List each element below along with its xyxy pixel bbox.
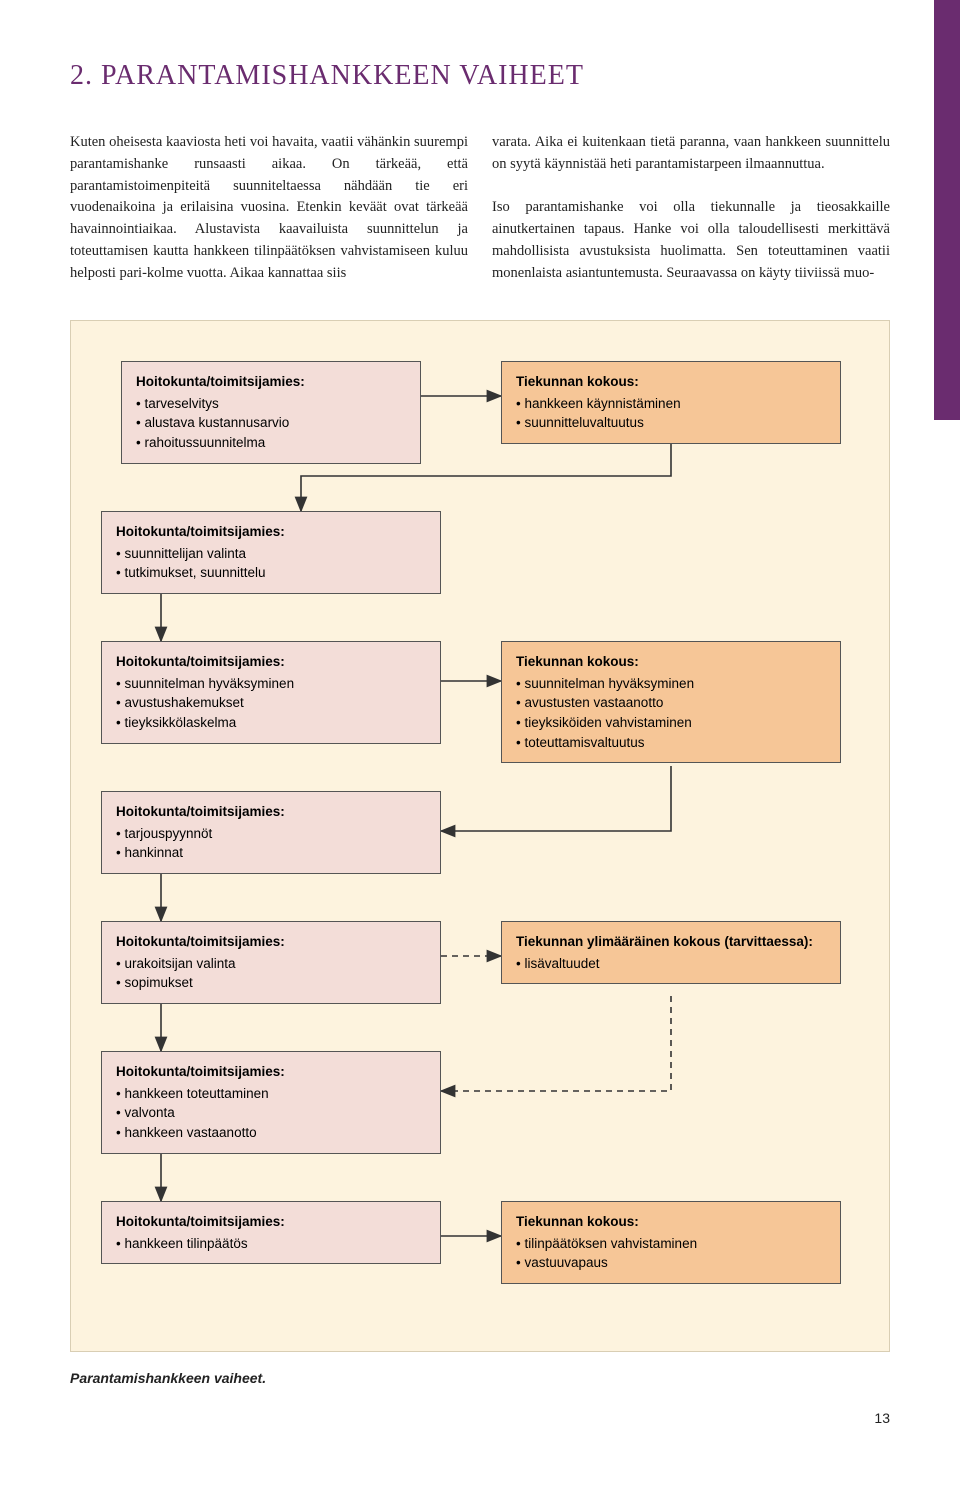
flow-node-items: suunnitelman hyväksyminenavustusten vast… <box>516 674 826 752</box>
flow-node-n1: Hoitokunta/toimitsijamies:tarveselvitysa… <box>121 361 421 463</box>
flow-node-n11: Tiekunnan kokous:tilinpäätöksen vahvista… <box>501 1201 841 1284</box>
flow-node-item: tieyksiköiden vahvistaminen <box>516 713 826 733</box>
flow-node-item: hankkeen toteuttaminen <box>116 1084 426 1104</box>
body-columns: Kuten oheisesta kaaviosta heti voi havai… <box>70 132 890 284</box>
flow-arrow <box>441 766 671 831</box>
column-2: varata. Aika ei kuitenkaan tietä paranna… <box>492 132 890 284</box>
flow-node-title: Tiekunnan kokous: <box>516 652 826 672</box>
flow-node-title: Hoitokunta/toimitsijamies: <box>116 522 426 542</box>
flow-node-title: Hoitokunta/toimitsijamies: <box>116 932 426 952</box>
flow-node-n7: Hoitokunta/toimitsijamies:urakoitsijan v… <box>101 921 441 1004</box>
flow-node-item: tieyksikkölaskelma <box>116 713 426 733</box>
flow-node-items: tarjouspyynnöthankinnat <box>116 824 426 863</box>
flow-arrow <box>441 996 671 1091</box>
flow-node-items: tarveselvitysalustava kustannusarvioraho… <box>136 394 406 453</box>
figure-caption: Parantamishankkeen vaiheet. <box>70 1370 890 1386</box>
column-1: Kuten oheisesta kaaviosta heti voi havai… <box>70 132 468 284</box>
flow-node-n8: Tiekunnan ylimääräinen kokous (tarvittae… <box>501 921 841 984</box>
flow-node-item: urakoitsijan valinta <box>116 954 426 974</box>
flow-node-items: hankkeen käynnistäminensuunnitteluvaltuu… <box>516 394 826 433</box>
flow-node-n4: Hoitokunta/toimitsijamies:suunnitelman h… <box>101 641 441 743</box>
flow-node-items: urakoitsijan valintasopimukset <box>116 954 426 993</box>
flow-node-n2: Tiekunnan kokous:hankkeen käynnistäminen… <box>501 361 841 444</box>
flow-node-title: Hoitokunta/toimitsijamies: <box>116 652 426 672</box>
flow-node-items: suunnittelijan valintatutkimukset, suunn… <box>116 544 426 583</box>
flow-node-item: tarjouspyynnöt <box>116 824 426 844</box>
flow-node-item: suunnitelman hyväksyminen <box>116 674 426 694</box>
flow-node-item: alustava kustannusarvio <box>136 413 406 433</box>
flow-node-title: Tiekunnan kokous: <box>516 1212 826 1232</box>
flow-node-item: rahoitussuunnitelma <box>136 433 406 453</box>
flow-node-title: Tiekunnan ylimääräinen kokous (tarvittae… <box>516 932 826 952</box>
flow-node-item: sopimukset <box>116 973 426 993</box>
flow-node-item: tilinpäätöksen vahvistaminen <box>516 1234 826 1254</box>
flow-node-title: Hoitokunta/toimitsijamies: <box>116 1212 426 1232</box>
flow-node-item: suunnittelijan valinta <box>116 544 426 564</box>
flow-node-item: valvonta <box>116 1103 426 1123</box>
flow-node-n10: Hoitokunta/toimitsijamies:hankkeen tilin… <box>101 1201 441 1264</box>
flow-node-item: avustushakemukset <box>116 693 426 713</box>
flow-node-item: suunnitteluvaltuutus <box>516 413 826 433</box>
flow-node-n3: Hoitokunta/toimitsijamies:suunnittelijan… <box>101 511 441 594</box>
flowchart: Hoitokunta/toimitsijamies:tarveselvitysa… <box>101 361 859 1321</box>
flow-node-title: Tiekunnan kokous: <box>516 372 826 392</box>
flow-node-item: hankkeen käynnistäminen <box>516 394 826 414</box>
flow-node-item: hankkeen vastaanotto <box>116 1123 426 1143</box>
flow-node-item: vastuuvapaus <box>516 1253 826 1273</box>
flow-node-item: toteuttamisvaltuutus <box>516 733 826 753</box>
flow-node-item: lisävaltuudet <box>516 954 826 974</box>
flow-node-item: hankkeen tilinpäätös <box>116 1234 426 1254</box>
sidebar-stripe <box>934 0 960 420</box>
flow-node-items: lisävaltuudet <box>516 954 826 974</box>
flow-node-item: tarveselvitys <box>136 394 406 414</box>
flow-node-items: suunnitelman hyväksyminenavustushakemuks… <box>116 674 426 733</box>
flow-node-items: hankkeen tilinpäätös <box>116 1234 426 1254</box>
flow-node-n6: Hoitokunta/toimitsijamies:tarjouspyynnöt… <box>101 791 441 874</box>
page-number: 13 <box>70 1410 890 1426</box>
page: 2. PARANTAMISHANKKEEN VAIHEET Kuten ohei… <box>0 0 960 1466</box>
flow-node-items: tilinpäätöksen vahvistaminenvastuuvapaus <box>516 1234 826 1273</box>
flowchart-panel: Hoitokunta/toimitsijamies:tarveselvitysa… <box>70 320 890 1352</box>
page-title: 2. PARANTAMISHANKKEEN VAIHEET <box>70 60 890 92</box>
flow-node-title: Hoitokunta/toimitsijamies: <box>116 802 426 822</box>
flow-node-title: Hoitokunta/toimitsijamies: <box>136 372 406 392</box>
flow-node-title: Hoitokunta/toimitsijamies: <box>116 1062 426 1082</box>
flow-node-item: tutkimukset, suunnittelu <box>116 563 426 583</box>
flow-node-item: suunnitelman hyväksyminen <box>516 674 826 694</box>
flow-node-item: avustusten vastaanotto <box>516 693 826 713</box>
flow-node-n9: Hoitokunta/toimitsijamies:hankkeen toteu… <box>101 1051 441 1153</box>
flow-node-n5: Tiekunnan kokous:suunnitelman hyväksymin… <box>501 641 841 763</box>
flow-node-items: hankkeen toteuttaminenvalvontahankkeen v… <box>116 1084 426 1143</box>
flow-node-item: hankinnat <box>116 843 426 863</box>
